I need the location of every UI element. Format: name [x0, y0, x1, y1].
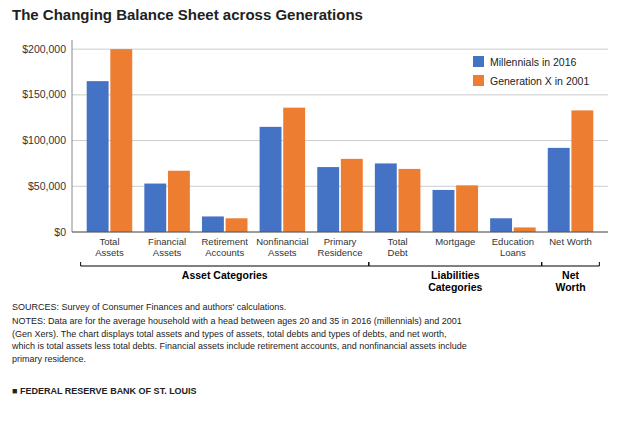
y-tick-label: $150,000 [22, 88, 66, 100]
x-tick-label: TotalAssets [95, 236, 124, 258]
footer: ■ FEDERAL RESERVE BANK OF ST. LOUIS [12, 386, 197, 396]
bar [226, 218, 248, 232]
bar [202, 216, 224, 232]
legend-label: Millennials in 2016 [490, 56, 577, 68]
grid-line [72, 94, 608, 95]
note: NOTES: Data are for the average househol… [12, 316, 462, 326]
group-label: Asset Categories [182, 269, 268, 281]
x-tick-label: Net Worth [549, 236, 592, 247]
y-tick-label: $0 [54, 226, 66, 238]
bar [168, 171, 190, 232]
legend-swatch [473, 75, 484, 86]
x-tick-label: Mortgage [435, 236, 475, 247]
group-label: NetWorth [555, 269, 585, 293]
group-bracket [81, 262, 369, 266]
note: primary residence. [12, 354, 86, 364]
legend: Millennials in 2016 Generation X in 2001 [473, 56, 589, 87]
bar [548, 148, 570, 232]
legend-swatch [473, 56, 484, 67]
bar [260, 127, 282, 232]
bracket-line [81, 262, 369, 266]
x-tick-label: PrimaryResidence [318, 236, 363, 258]
bar [398, 169, 420, 232]
bar [375, 163, 397, 232]
grid [72, 49, 608, 232]
group-label: LiabilitiesCategories [428, 269, 482, 293]
source: SOURCES: Survey of Consumer Finances and… [12, 302, 286, 312]
x-tick-label: TotalDebt [388, 236, 408, 258]
x-tick-label: FinancialAssets [148, 236, 186, 258]
grid-line [72, 232, 608, 233]
bar [514, 227, 536, 232]
grid-line [72, 49, 608, 50]
bar [317, 167, 339, 232]
background [0, 0, 621, 438]
bar [144, 184, 166, 232]
y-axis-line [72, 40, 73, 232]
legend-label: Generation X in 2001 [490, 75, 589, 87]
y-tick-label: $200,000 [22, 43, 66, 55]
x-tick-label: EducationLoans [492, 236, 534, 258]
bracket-line [542, 262, 600, 266]
bar [456, 185, 478, 232]
bar [87, 81, 109, 232]
bar [341, 159, 363, 232]
group-bracket [369, 262, 542, 266]
y-tick-label: $100,000 [22, 134, 66, 146]
bars [87, 49, 594, 232]
x-tick-label: RetirementAccounts [201, 236, 248, 258]
y-tick-label: $50,000 [28, 180, 66, 192]
group-bracket [542, 262, 600, 266]
title: The Changing Balance Sheet across Genera… [12, 6, 363, 23]
bar [433, 190, 455, 232]
bracket-line [369, 262, 542, 266]
bar [571, 110, 593, 232]
x-axis-line [72, 232, 608, 233]
x-tick-label: NonfinancialAssets [256, 236, 308, 258]
note: which is total assets less total debts. … [11, 341, 467, 351]
chart: The Changing Balance Sheet across Genera… [0, 0, 621, 438]
bar [110, 49, 132, 232]
note: (Gen Xers). The chart displays total ass… [12, 329, 447, 339]
bar [283, 108, 305, 232]
grid-line [72, 140, 608, 141]
bar [490, 218, 512, 232]
